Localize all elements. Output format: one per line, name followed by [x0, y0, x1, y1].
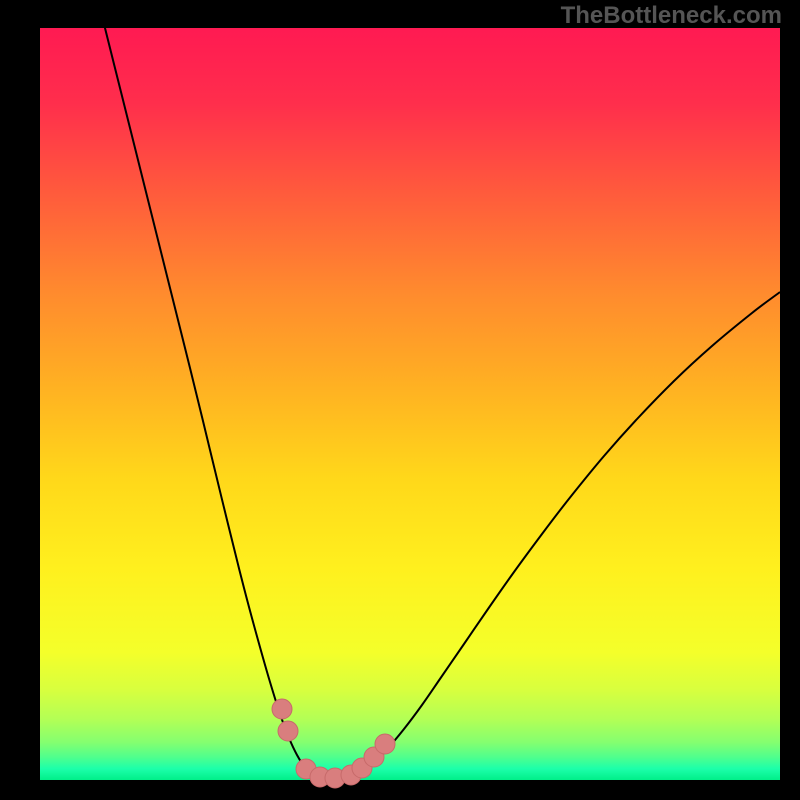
marker-dot: [375, 734, 395, 754]
marker-dot: [272, 699, 292, 719]
watermark-text: TheBottleneck.com: [561, 2, 782, 30]
curve-layer: [0, 0, 800, 800]
chart-container: TheBottleneck.com: [0, 0, 800, 800]
marker-dot: [278, 721, 298, 741]
left-curve: [98, 0, 326, 779]
right-curve: [326, 292, 780, 779]
